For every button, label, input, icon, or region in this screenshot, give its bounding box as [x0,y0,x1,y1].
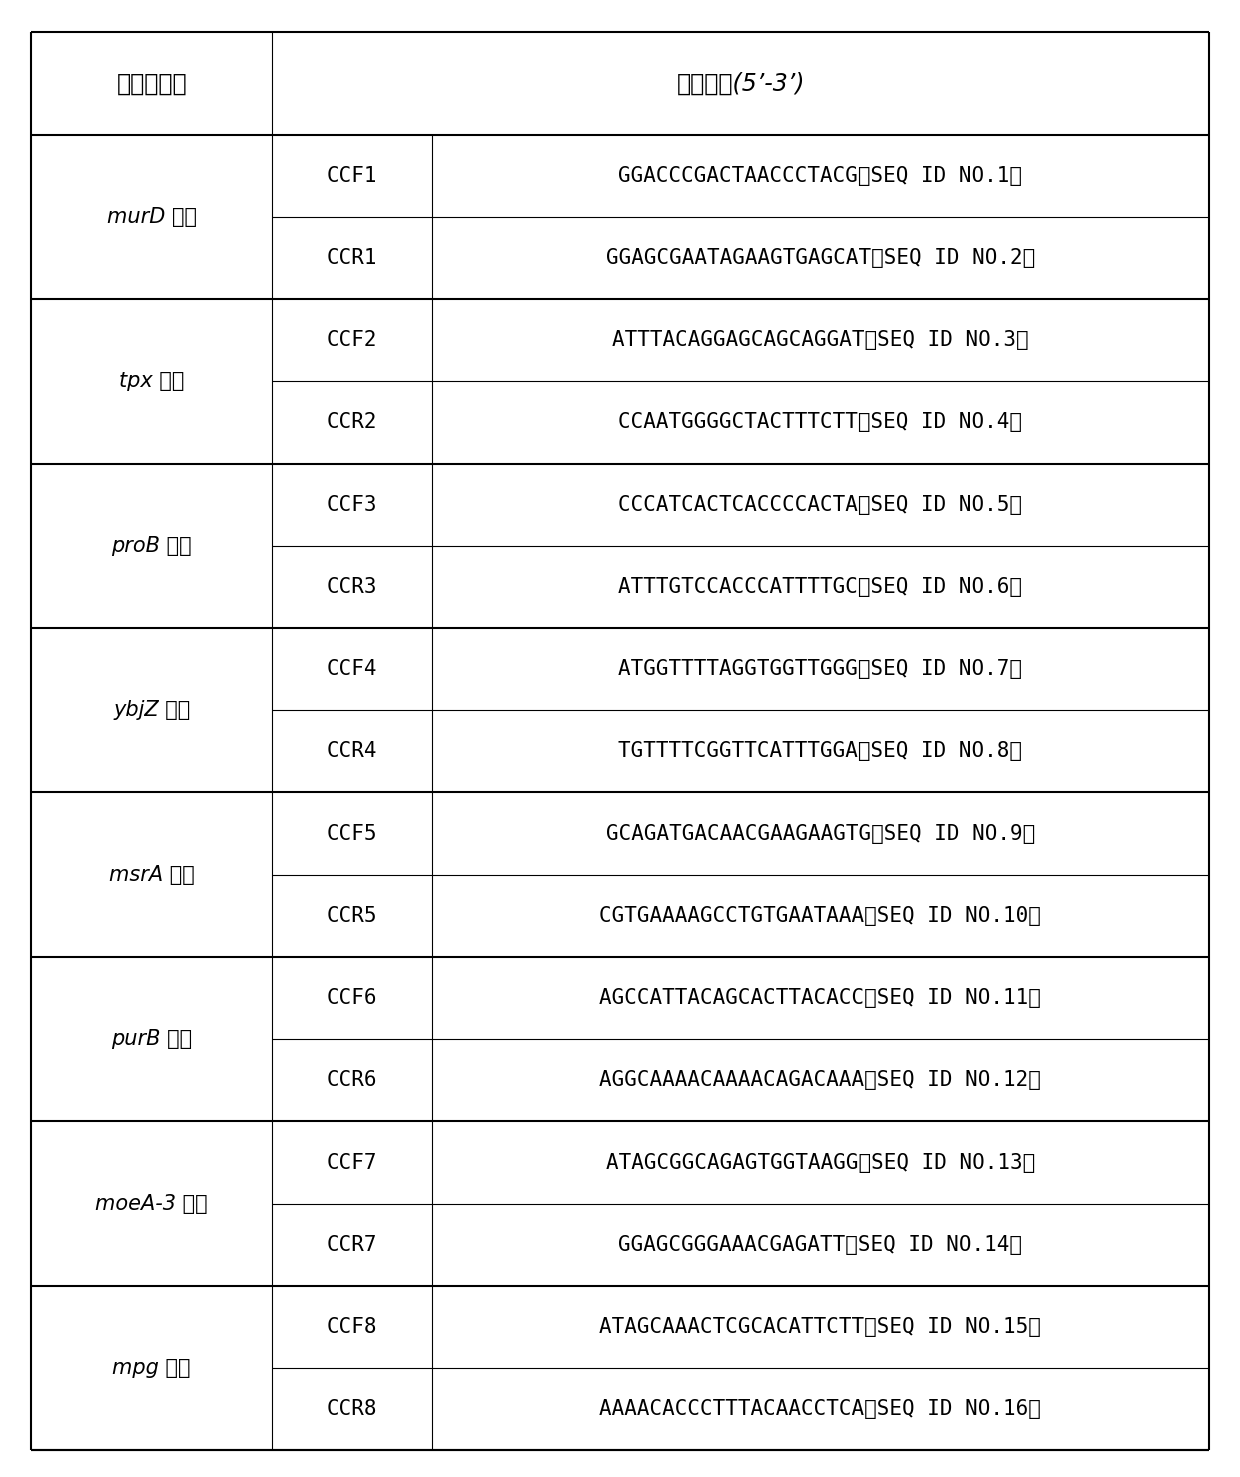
Text: CCF4: CCF4 [327,659,377,679]
Text: CCR6: CCR6 [327,1071,377,1090]
Text: CCR8: CCR8 [327,1399,377,1419]
Text: GGACCCGACTAACCCTACG（SEQ ID NO.1）: GGACCCGACTAACCCTACG（SEQ ID NO.1） [619,165,1022,186]
Text: CCF7: CCF7 [327,1152,377,1173]
Text: 靶基因名称: 靶基因名称 [117,71,187,96]
Text: CCR2: CCR2 [327,412,377,433]
Text: purB 基因: purB 基因 [112,1029,192,1049]
Text: ybjZ 基因: ybjZ 基因 [113,700,191,721]
Text: ATAGCAAACTCGCACATTCTT（SEQ ID NO.15）: ATAGCAAACTCGCACATTCTT（SEQ ID NO.15） [599,1317,1042,1337]
Text: tpx 基因: tpx 基因 [119,371,185,391]
Text: GGAGCGGGAAACGAGATT（SEQ ID NO.14）: GGAGCGGGAAACGAGATT（SEQ ID NO.14） [619,1235,1022,1255]
Text: TGTTTTCGGTTCATTTGGA（SEQ ID NO.8）: TGTTTTCGGTTCATTTGGA（SEQ ID NO.8） [619,741,1022,761]
Text: ATTTGTCCACCCATTTTGC（SEQ ID NO.6）: ATTTGTCCACCCATTTTGC（SEQ ID NO.6） [619,578,1022,597]
Text: mpg 基因: mpg 基因 [113,1359,191,1378]
Text: CGTGAAAAGCCTGTGAATAAA（SEQ ID NO.10）: CGTGAAAAGCCTGTGAATAAA（SEQ ID NO.10） [599,905,1042,926]
Text: CCF5: CCF5 [327,824,377,843]
Text: CCR1: CCR1 [327,248,377,267]
Text: GCAGATGACAACGAAGAAGTG（SEQ ID NO.9）: GCAGATGACAACGAAGAAGTG（SEQ ID NO.9） [605,824,1035,843]
Text: msrA 基因: msrA 基因 [109,864,195,885]
Text: CCAATGGGGCTACTTTCTT（SEQ ID NO.4）: CCAATGGGGCTACTTTCTT（SEQ ID NO.4） [619,412,1022,433]
Text: 引物序列(5’-3’): 引物序列(5’-3’) [677,71,805,96]
Text: ATGGTTTTAGGTGGTTGGG（SEQ ID NO.7）: ATGGTTTTAGGTGGTTGGG（SEQ ID NO.7） [619,659,1022,679]
Bar [31,32,1209,134]
Text: GGAGCGAATAGAAGTGAGCAT（SEQ ID NO.2）: GGAGCGAATAGAAGTGAGCAT（SEQ ID NO.2） [605,248,1035,267]
Text: AGGCAAAACAAAACAGACAAA（SEQ ID NO.12）: AGGCAAAACAAAACAGACAAA（SEQ ID NO.12） [599,1071,1042,1090]
Text: ATAGCGGCAGAGTGGTAAGG（SEQ ID NO.13）: ATAGCGGCAGAGTGGTAAGG（SEQ ID NO.13） [605,1152,1035,1173]
Text: ATTTACAGGAGCAGCAGGAT（SEQ ID NO.3）: ATTTACAGGAGCAGCAGGAT（SEQ ID NO.3） [613,331,1028,350]
Text: CCR7: CCR7 [327,1235,377,1255]
Text: murD 基因: murD 基因 [107,207,197,227]
Text: moeA-3 基因: moeA-3 基因 [95,1193,208,1214]
Text: proB 基因: proB 基因 [112,536,192,555]
Text: CCR3: CCR3 [327,578,377,597]
Text: CCF2: CCF2 [327,331,377,350]
Text: CCF1: CCF1 [327,165,377,186]
Text: CCCATCACTCACCCCACTA（SEQ ID NO.5）: CCCATCACTCACCCCACTA（SEQ ID NO.5） [619,495,1022,514]
Text: CCF8: CCF8 [327,1317,377,1337]
Text: CCF6: CCF6 [327,988,377,1009]
Text: AAAACACCCTTTACAACCTCA（SEQ ID NO.16）: AAAACACCCTTTACAACCTCA（SEQ ID NO.16） [599,1399,1042,1419]
Text: CCF3: CCF3 [327,495,377,514]
Text: CCR5: CCR5 [327,905,377,926]
Text: AGCCATTACAGCACTTACACC（SEQ ID NO.11）: AGCCATTACAGCACTTACACC（SEQ ID NO.11） [599,988,1042,1009]
Text: CCR4: CCR4 [327,741,377,761]
